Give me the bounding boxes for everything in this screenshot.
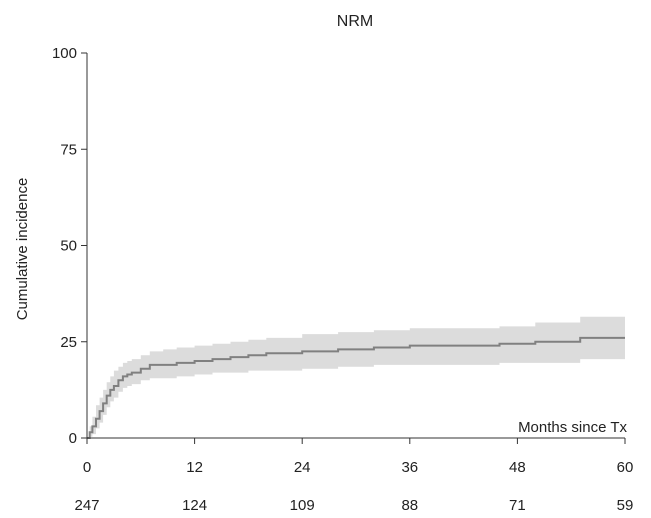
y-axis-title: Cumulative incidence bbox=[14, 178, 31, 321]
confidence-band-0 bbox=[87, 316, 625, 438]
number-at-risk-value: 71 bbox=[509, 497, 526, 514]
number-at-risk-row: 247 124 109 88 71 59 bbox=[74, 497, 633, 514]
incidence-line-0 bbox=[87, 336, 625, 439]
chart-title: NRM bbox=[337, 13, 373, 30]
x-tick-label: 0 bbox=[83, 459, 91, 476]
x-tick-label: 36 bbox=[401, 459, 418, 476]
y-tick-label: 25 bbox=[60, 334, 77, 351]
y-tick-label: 100 bbox=[52, 45, 77, 62]
number-at-risk-value: 109 bbox=[290, 497, 315, 514]
axes-layer bbox=[81, 52, 626, 444]
number-at-risk-value: 88 bbox=[401, 497, 418, 514]
y-tick-label: 50 bbox=[60, 238, 77, 255]
confidence-band-layer bbox=[87, 316, 625, 438]
incidence-line-layer bbox=[87, 336, 625, 439]
number-at-risk-value: 59 bbox=[617, 497, 634, 514]
x-tick-label: 12 bbox=[186, 459, 203, 476]
y-tick-label: 0 bbox=[69, 430, 77, 447]
x-tick-label: 60 bbox=[617, 459, 634, 476]
number-at-risk-value: 247 bbox=[74, 497, 99, 514]
x-tick-label: 24 bbox=[294, 459, 311, 476]
x-axis-title: Months since Tx bbox=[518, 419, 627, 436]
number-at-risk-value: 124 bbox=[182, 497, 207, 514]
tick-labels-layer: 0 25 50 75 100 0 12 24 36 48 60 bbox=[52, 45, 633, 476]
x-tick-label: 48 bbox=[509, 459, 526, 476]
y-tick-label: 75 bbox=[60, 141, 77, 158]
